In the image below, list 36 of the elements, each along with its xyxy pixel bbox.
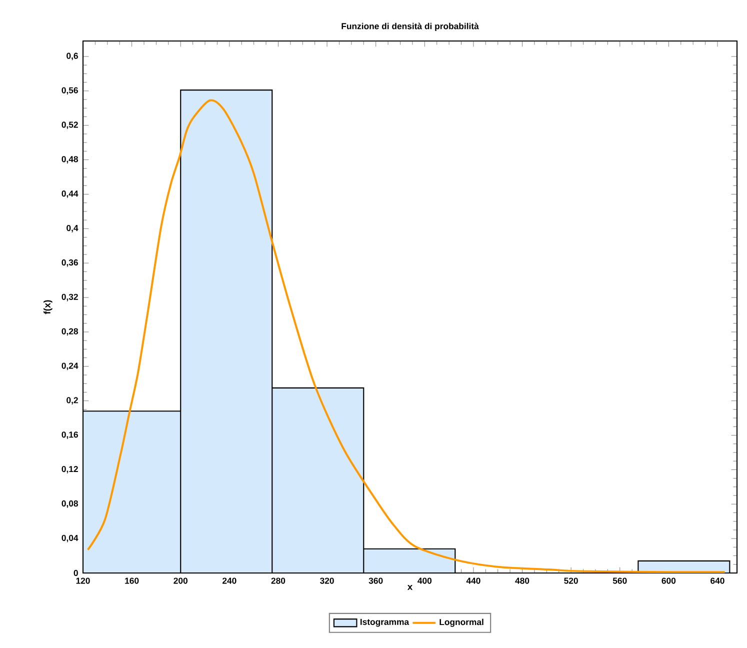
x-tick-label: 360: [368, 578, 383, 584]
chart-title: Funzione di densità di probabilità: [342, 22, 479, 31]
x-tick-label: 200: [174, 578, 188, 584]
y-tick-label: 0,08: [62, 500, 78, 508]
x-tick-label: 400: [418, 578, 432, 584]
y-tick-label: 0: [74, 570, 78, 576]
x-tick-label: 640: [710, 578, 724, 584]
y-axis-title: f(x): [44, 300, 52, 314]
x-tick-label: 440: [466, 578, 480, 584]
legend-label: Istogramma: [360, 618, 410, 627]
x-tick-label: 600: [662, 578, 676, 584]
x-tick-label: 240: [222, 578, 236, 584]
x-tick-label: 160: [125, 578, 139, 584]
x-tick-label: 320: [320, 578, 334, 584]
y-tick-label: 0,44: [62, 190, 78, 198]
legend-label: Lognormal: [440, 618, 484, 627]
x-tick-label: 280: [271, 578, 286, 584]
y-tick-label: 0,04: [62, 534, 78, 542]
y-tick-label: 0,6: [66, 52, 78, 60]
line-series: [86, 99, 726, 573]
y-tick-label: 0,24: [62, 362, 78, 370]
x-axis-title: x: [407, 584, 413, 590]
y-tick-label: 0,2: [66, 397, 78, 405]
y-tick-label: 0,16: [62, 432, 78, 439]
x-tick-label: 120: [76, 578, 90, 584]
x-tick-label: 560: [612, 578, 627, 584]
y-tick-label: 0,52: [62, 122, 78, 130]
x-tick-label: 520: [564, 578, 578, 584]
y-tick-label: 0,12: [62, 466, 78, 474]
y-tick-label: 0,36: [62, 259, 78, 267]
y-tick-label: 0,4: [66, 224, 78, 232]
y-tick-label: 0,28: [62, 328, 78, 336]
y-tick-label: 0,32: [62, 294, 78, 302]
y-tick-label: 0,56: [62, 87, 78, 95]
y-tick-label: 0,48: [62, 156, 78, 164]
x-tick-label: 480: [515, 578, 530, 584]
